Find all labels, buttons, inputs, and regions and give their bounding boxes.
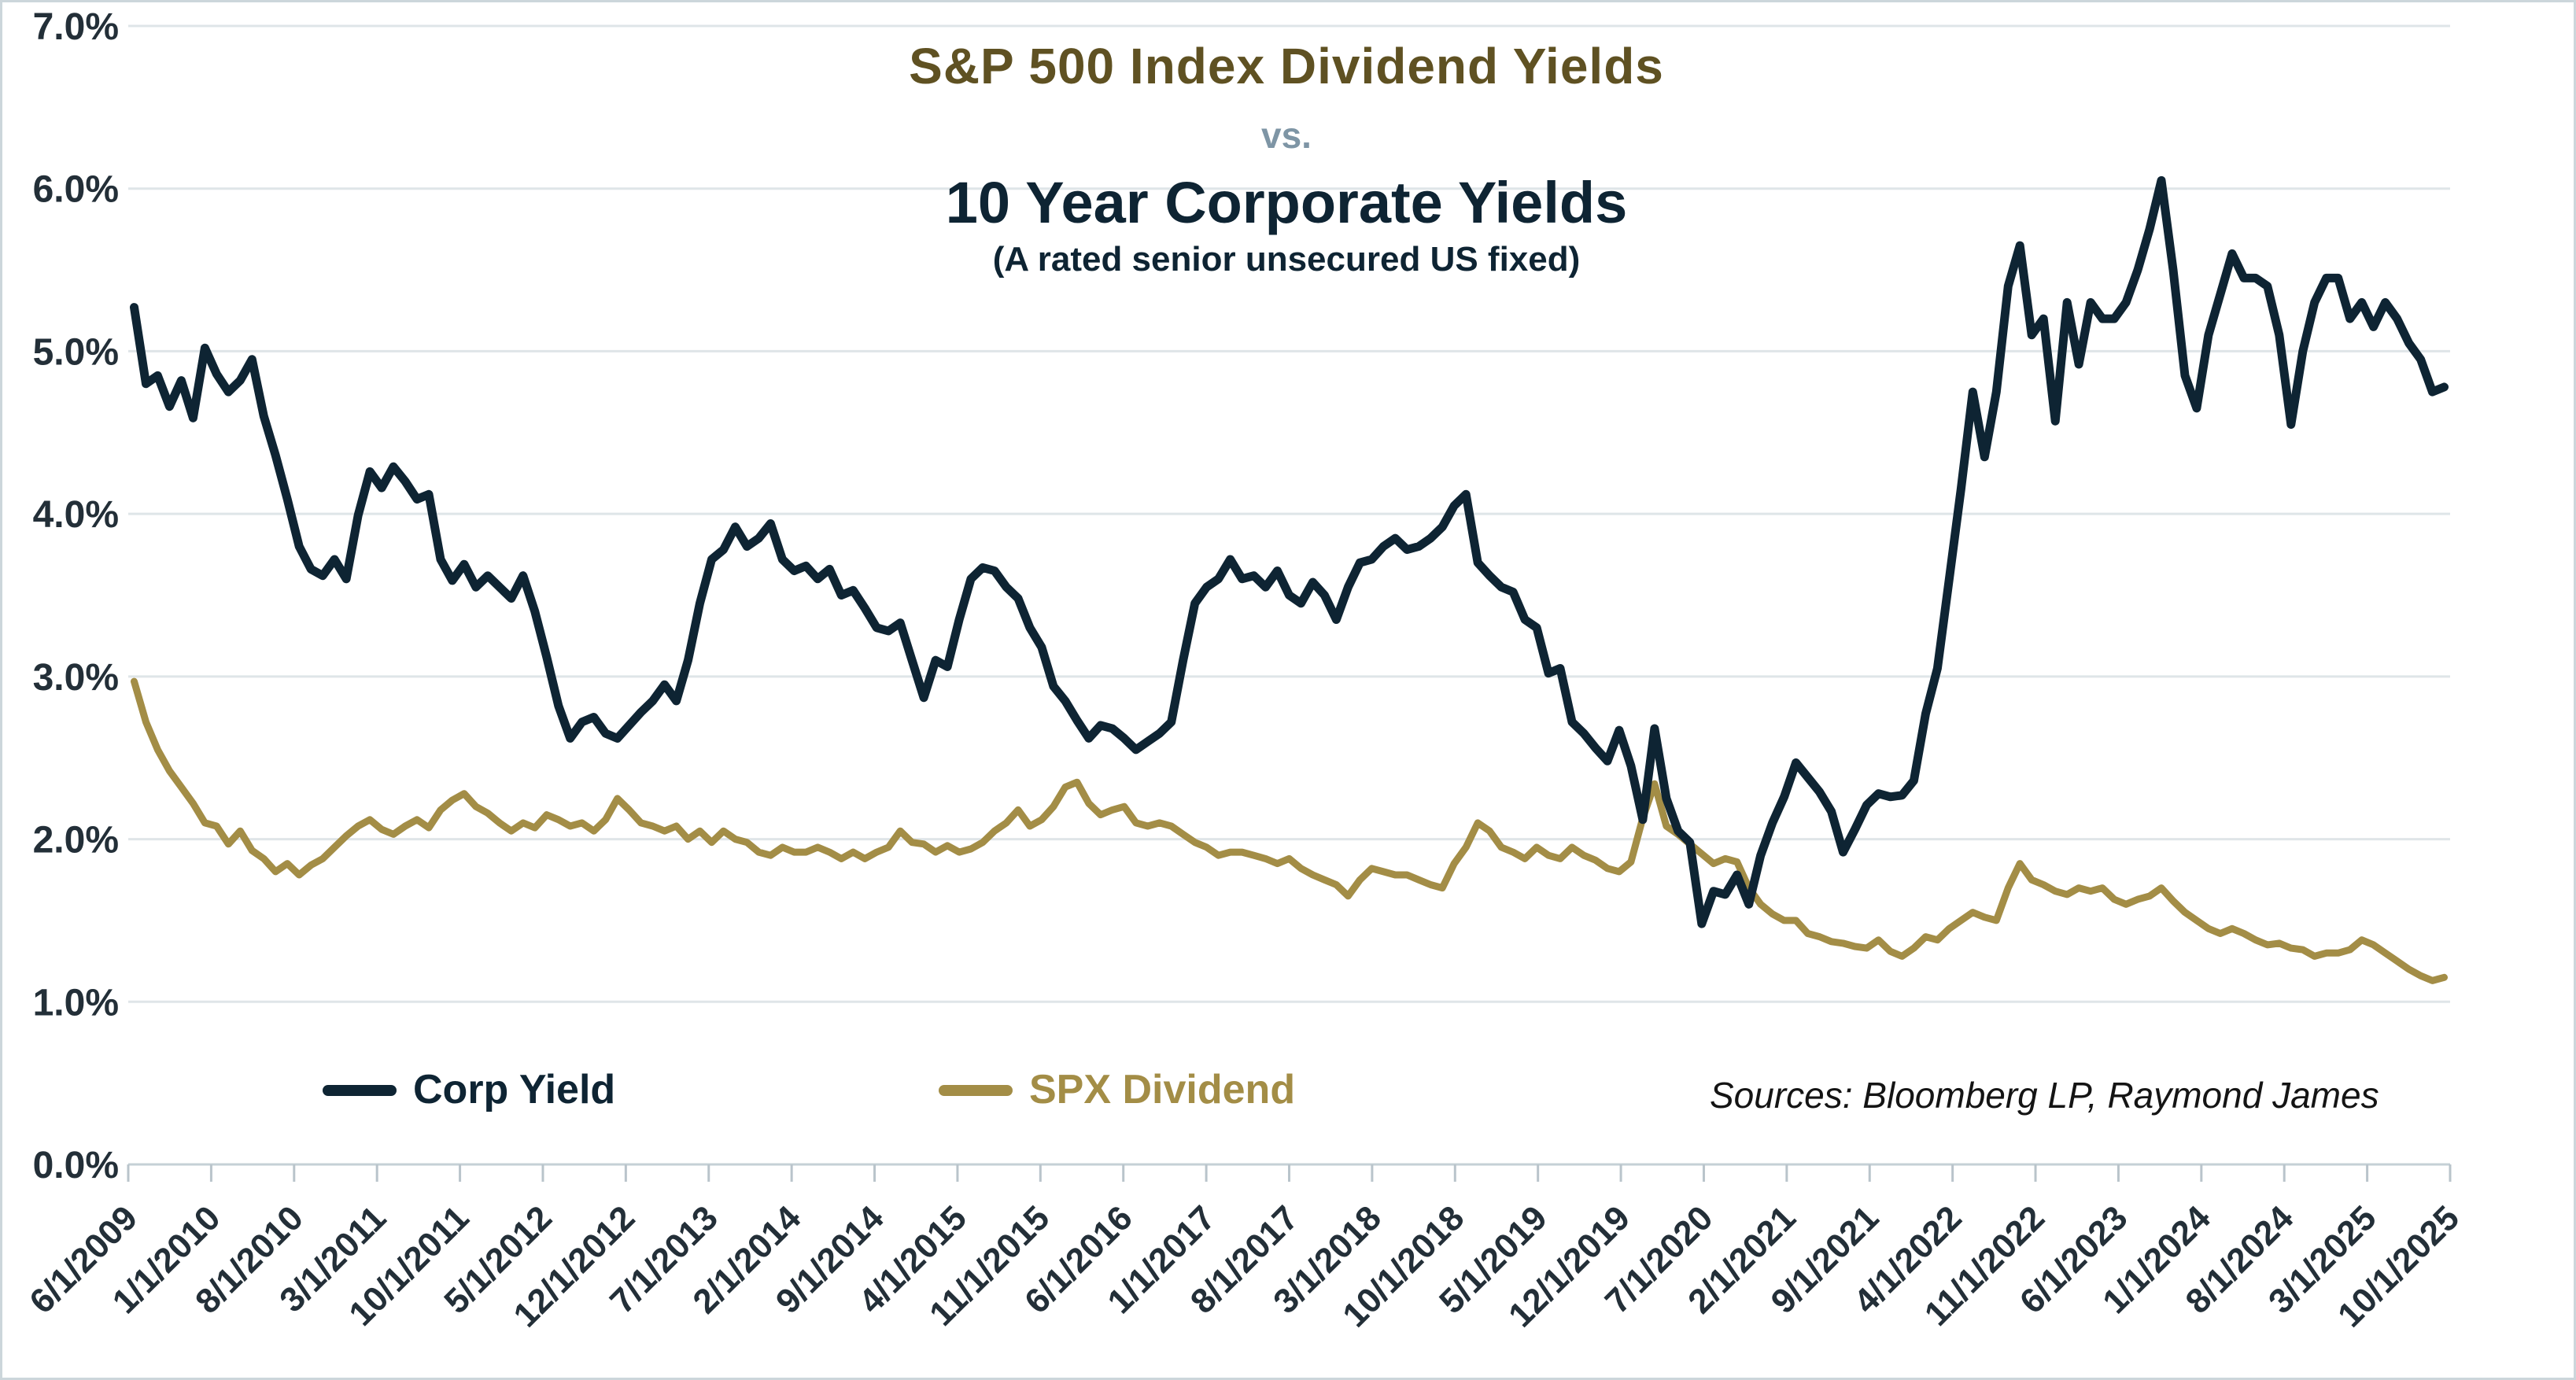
y-tick-label: 4.0% <box>33 494 119 536</box>
y-tick-label: 3.0% <box>33 657 119 699</box>
y-tick-label: 7.0% <box>33 6 119 48</box>
x-axis-labels: 6/1/20091/1/20108/1/20103/1/201110/1/201… <box>22 1198 2467 1334</box>
y-tick-label: 0.0% <box>33 1145 119 1186</box>
y-axis-labels: 0.0% 1.0% 2.0% 3.0% 4.0% 5.0% 6.0% 7.0% <box>33 6 119 1186</box>
y-tick-label: 6.0% <box>33 169 119 211</box>
y-tick-label: 1.0% <box>33 982 119 1024</box>
y-tick-label: 2.0% <box>33 820 119 862</box>
legend-label-corp-yield: Corp Yield <box>413 1067 616 1112</box>
corp-yield-swatch <box>323 1085 397 1096</box>
x-axis <box>127 1163 2452 1182</box>
legend: Corp Yield SPX Dividend <box>2 1066 2574 1129</box>
spx-dividend-line <box>131 677 2448 984</box>
spx-dividend-swatch <box>939 1085 1013 1096</box>
gridlines <box>128 24 2450 1003</box>
source-note: Sources: Bloomberg LP, Raymond James <box>1710 1075 2379 1116</box>
legend-label-spx-dividend: SPX Dividend <box>1029 1067 1296 1112</box>
corp-yield-line <box>130 175 2449 928</box>
y-tick-label: 5.0% <box>33 331 119 373</box>
